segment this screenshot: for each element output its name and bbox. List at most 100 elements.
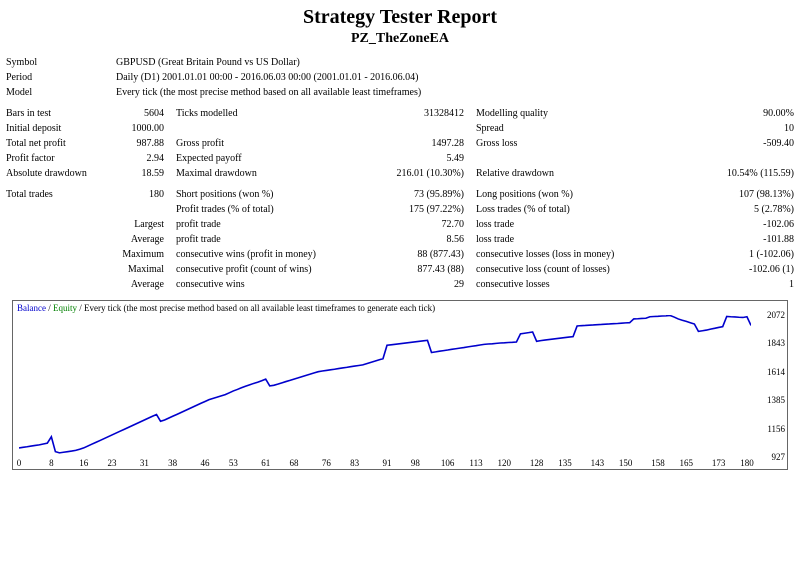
stat-l3: Gross loss	[470, 136, 670, 151]
x-tick: 61	[261, 458, 270, 468]
stat-l3: Modelling quality	[470, 106, 670, 121]
stat-l1: Absolute drawdown	[0, 166, 110, 181]
stat-v1: Average	[110, 232, 170, 247]
stat-v2: 29	[370, 277, 470, 292]
stat-row: Averageconsecutive wins29consecutive los…	[0, 277, 800, 292]
stat-l3: consecutive losses (loss in money)	[470, 247, 670, 262]
x-tick: 158	[651, 458, 665, 468]
stat-l2: Profit trades (% of total)	[170, 202, 370, 217]
stat-l2: consecutive profit (count of wins)	[170, 262, 370, 277]
header-row: SymbolGBPUSD (Great Britain Pound vs US …	[0, 55, 800, 70]
stat-row: Profit trades (% of total)175 (97.22%)Lo…	[0, 202, 800, 217]
x-tick: 165	[680, 458, 694, 468]
stat-v2: 175 (97.22%)	[370, 202, 470, 217]
stat-v3: 90.00%	[670, 106, 800, 121]
stat-v3: -102.06 (1)	[670, 262, 800, 277]
x-tick: 128	[530, 458, 544, 468]
y-tick: 1156	[767, 424, 785, 434]
stat-l3: Spread	[470, 121, 670, 136]
stat-v3: 107 (98.13%)	[670, 187, 800, 202]
x-tick: 150	[619, 458, 633, 468]
stat-l2: Ticks modelled	[170, 106, 370, 121]
x-tick: 180	[740, 458, 754, 468]
stat-v1: Maximum	[110, 247, 170, 262]
chart-x-axis: 0816233138465361687683919810611312012813…	[19, 458, 751, 469]
stat-row: Largestprofit trade72.70loss trade-102.0…	[0, 217, 800, 232]
stat-v2: 31328412	[370, 106, 470, 121]
x-tick: 173	[712, 458, 726, 468]
stat-v3: -101.88	[670, 232, 800, 247]
header-value: Daily (D1) 2001.01.01 00:00 - 2016.06.03…	[110, 70, 800, 85]
header-value: GBPUSD (Great Britain Pound vs US Dollar…	[110, 55, 800, 70]
y-tick: 1614	[767, 367, 785, 377]
x-tick: 113	[469, 458, 482, 468]
stat-l3: Long positions (won %)	[470, 187, 670, 202]
x-tick: 0	[17, 458, 22, 468]
stat-v1: 2.94	[110, 151, 170, 166]
stat-row: Absolute drawdown18.59Maximal drawdown21…	[0, 166, 800, 181]
x-tick: 23	[108, 458, 117, 468]
stat-v2: 8.56	[370, 232, 470, 247]
stat-v1: Maximal	[110, 262, 170, 277]
stat-l2: Short positions (won %)	[170, 187, 370, 202]
stat-v2: 88 (877.43)	[370, 247, 470, 262]
stat-l3: Relative drawdown	[470, 166, 670, 181]
stat-row: Bars in test5604Ticks modelled31328412Mo…	[0, 106, 800, 121]
chart-caption: Balance / Equity / Every tick (the most …	[17, 303, 435, 313]
stat-l2: Gross profit	[170, 136, 370, 151]
stat-l2: consecutive wins	[170, 277, 370, 292]
stat-v3: 5 (2.78%)	[670, 202, 800, 217]
stat-l3: consecutive losses	[470, 277, 670, 292]
stat-v3: 10.54% (115.59)	[670, 166, 800, 181]
x-tick: 46	[201, 458, 210, 468]
x-tick: 31	[140, 458, 149, 468]
balance-line	[19, 315, 751, 452]
header-row: ModelEvery tick (the most precise method…	[0, 85, 800, 100]
y-tick: 1843	[767, 338, 785, 348]
stat-l1: Total net profit	[0, 136, 110, 151]
y-tick: 2072	[767, 310, 785, 320]
stat-row: Maximalconsecutive profit (count of wins…	[0, 262, 800, 277]
stat-l1: Profit factor	[0, 151, 110, 166]
stat-l1: Total trades	[0, 187, 110, 202]
stat-l3: consecutive loss (count of losses)	[470, 262, 670, 277]
stat-row: Averageprofit trade8.56loss trade-101.88	[0, 232, 800, 247]
stat-v3: 1 (-102.06)	[670, 247, 800, 262]
x-tick: 106	[441, 458, 455, 468]
x-tick: 8	[49, 458, 54, 468]
stat-l3: loss trade	[470, 232, 670, 247]
stat-l1	[0, 217, 110, 232]
legend-desc: Every tick (the most precise method base…	[84, 303, 435, 313]
stat-row: Initial deposit1000.00Spread10	[0, 121, 800, 136]
stat-l3: loss trade	[470, 217, 670, 232]
stat-v2: 5.49	[370, 151, 470, 166]
stat-row: Total trades180Short positions (won %)73…	[0, 187, 800, 202]
stat-l2	[170, 121, 370, 136]
x-tick: 83	[350, 458, 359, 468]
stat-v1: 5604	[110, 106, 170, 121]
report-subtitle: PZ_TheZoneEA	[0, 31, 800, 47]
header-row: PeriodDaily (D1) 2001.01.01 00:00 - 2016…	[0, 70, 800, 85]
balance-chart: Balance / Equity / Every tick (the most …	[12, 300, 788, 470]
stat-v1: 987.88	[110, 136, 170, 151]
stat-v1: Largest	[110, 217, 170, 232]
stat-v2: 216.01 (10.30%)	[370, 166, 470, 181]
stat-l2: consecutive wins (profit in money)	[170, 247, 370, 262]
stat-v2	[370, 121, 470, 136]
stat-v2: 72.70	[370, 217, 470, 232]
header-table: SymbolGBPUSD (Great Britain Pound vs US …	[0, 55, 800, 100]
stat-v2: 877.43 (88)	[370, 262, 470, 277]
stat-l1	[0, 277, 110, 292]
stat-l2: profit trade	[170, 232, 370, 247]
chart-plot-area	[19, 315, 751, 457]
stat-v2: 1497.28	[370, 136, 470, 151]
legend-equity: Equity	[53, 303, 77, 313]
stat-v2: 73 (95.89%)	[370, 187, 470, 202]
stat-v1: Average	[110, 277, 170, 292]
stat-v3	[670, 151, 800, 166]
stat-l2: Maximal drawdown	[170, 166, 370, 181]
stat-v3: -509.40	[670, 136, 800, 151]
header-label: Symbol	[0, 55, 110, 70]
stat-row: Profit factor2.94Expected payoff5.49	[0, 151, 800, 166]
stat-v3: 1	[670, 277, 800, 292]
